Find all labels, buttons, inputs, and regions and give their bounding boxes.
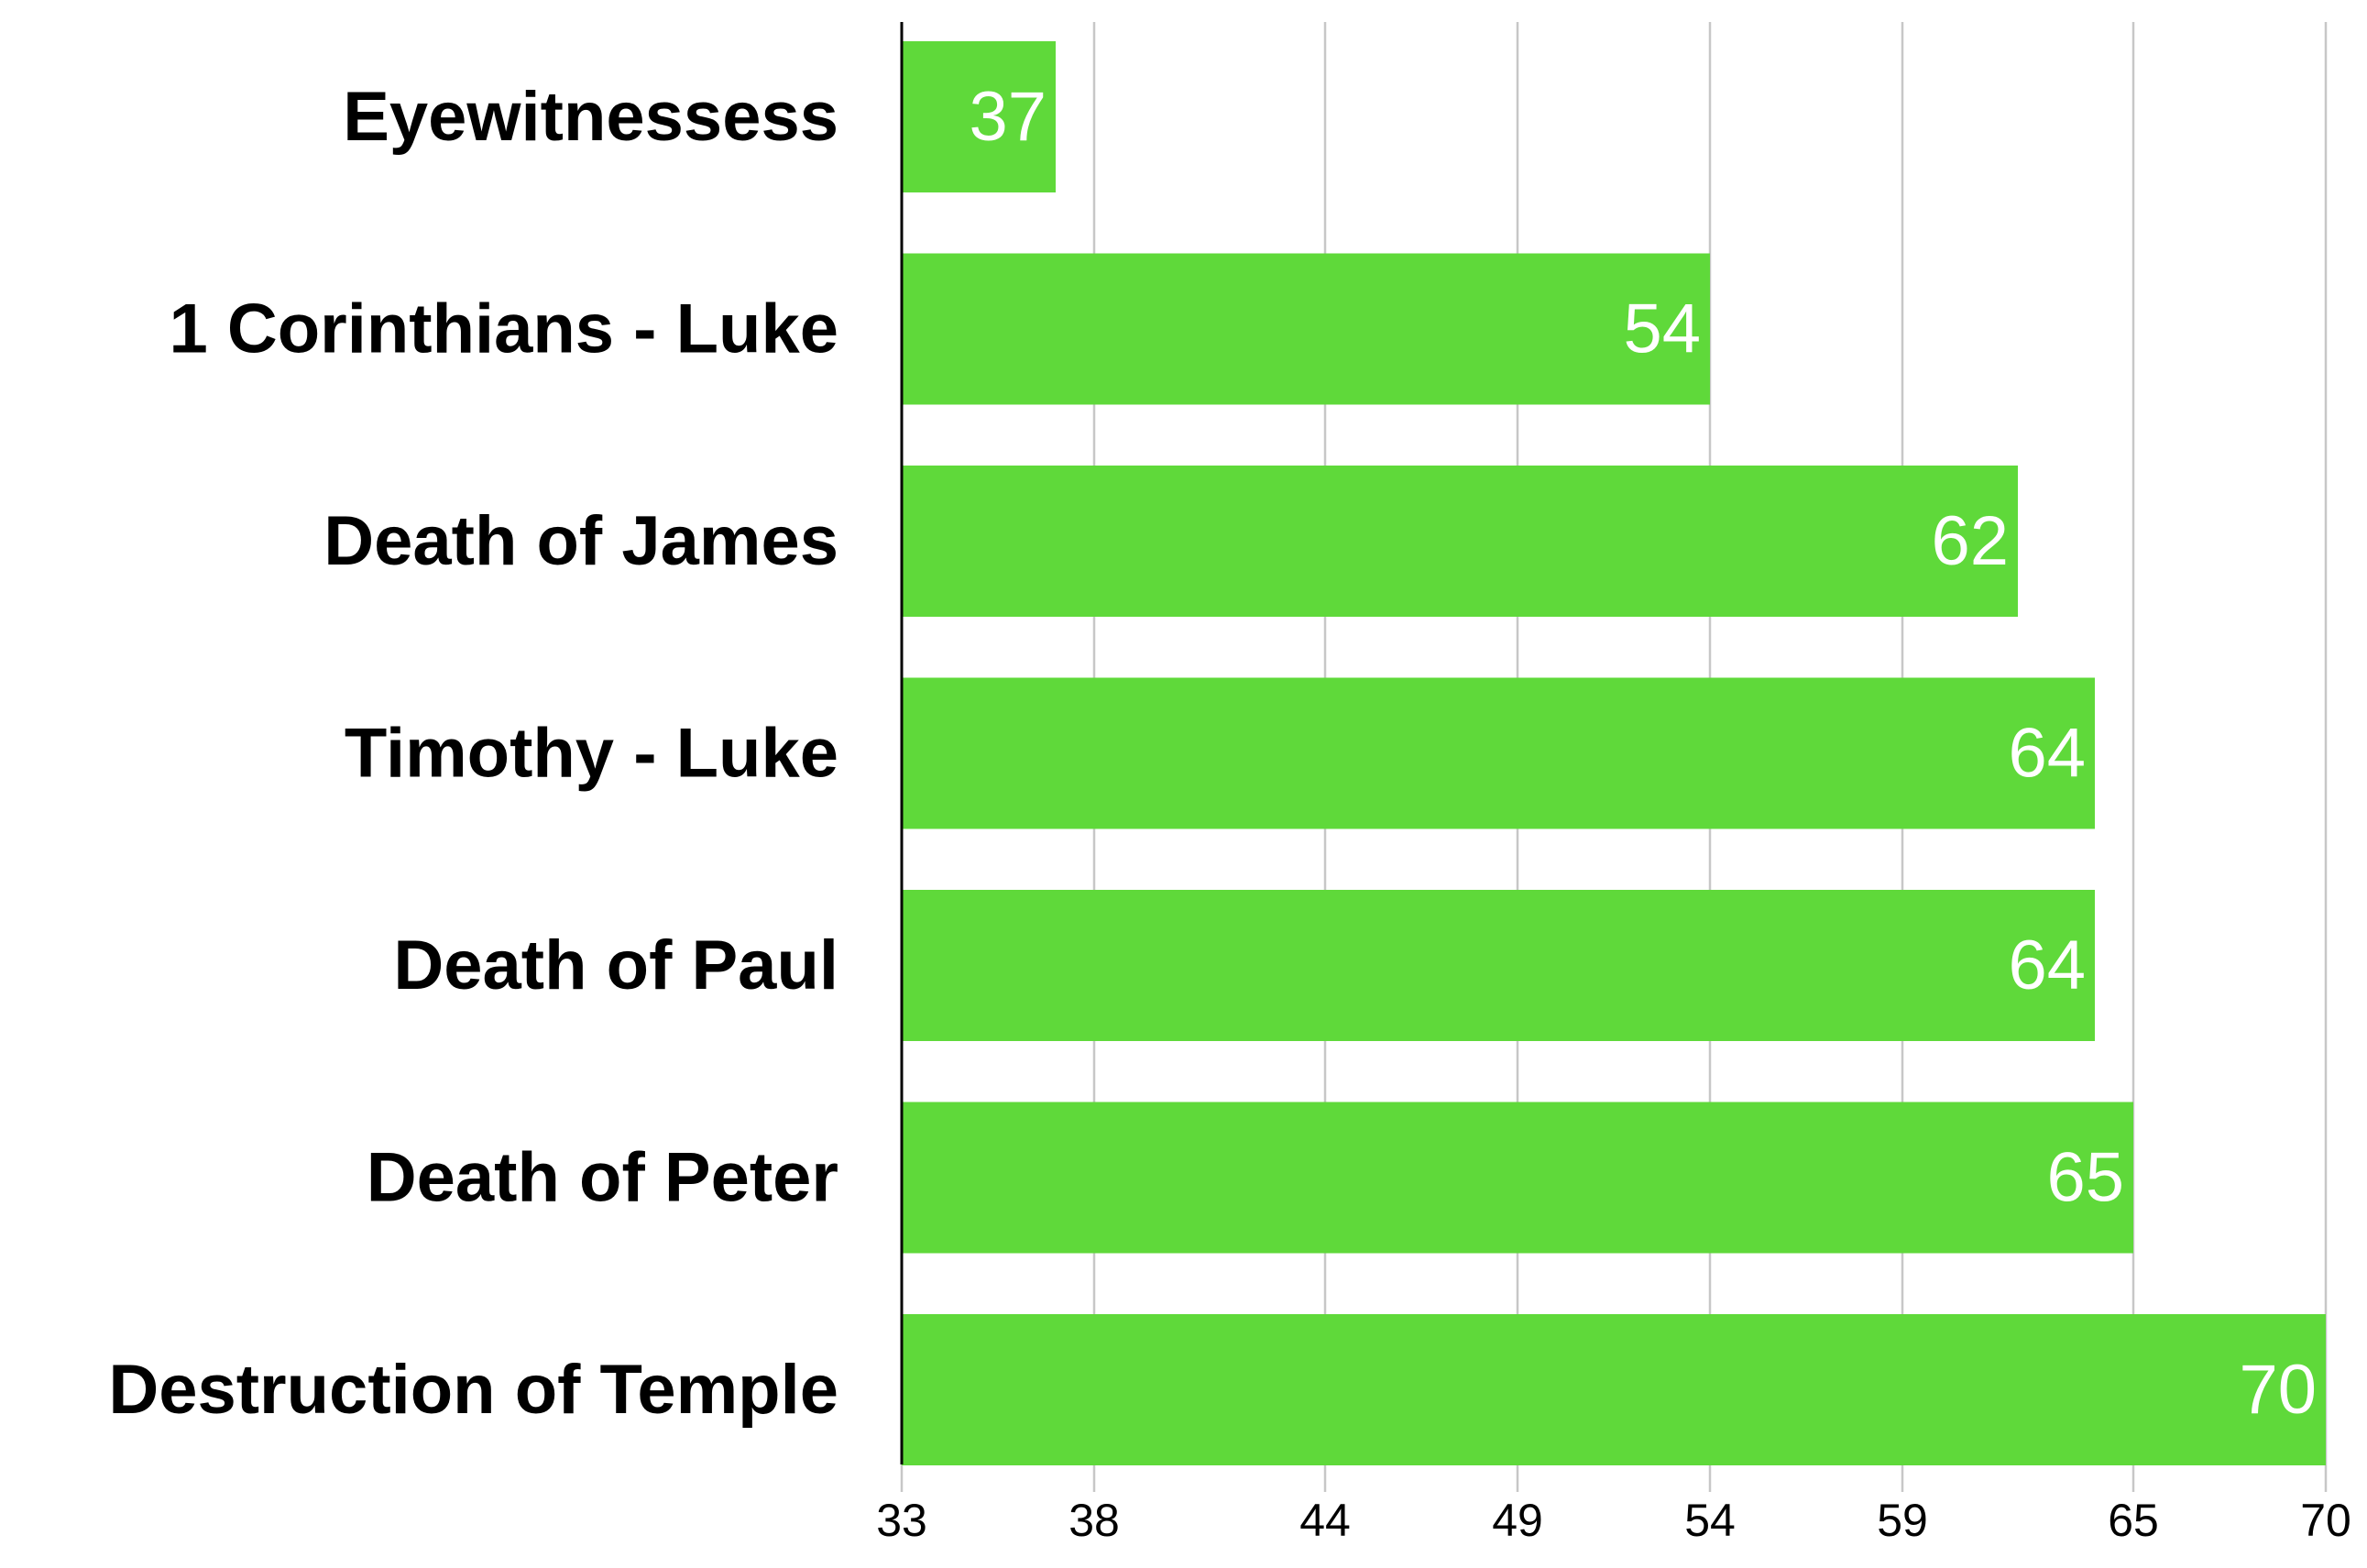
category-label: Death of Paul	[393, 927, 838, 1004]
value-label: 70	[2239, 1351, 2317, 1429]
category-label: Death of Peter	[367, 1139, 838, 1217]
value-label: 64	[2008, 715, 2086, 793]
category-label: Timothy - Luke	[345, 715, 838, 793]
value-label: 64	[2008, 927, 2086, 1004]
x-tick-label: 59	[1877, 1495, 1928, 1546]
x-tick-label: 33	[876, 1495, 927, 1546]
value-label: 65	[2046, 1139, 2124, 1217]
x-tick-label: 49	[1492, 1495, 1543, 1546]
category-label: Destruction of Temple	[108, 1351, 838, 1429]
label-layer: Eyewitnessess 37 1 Corinthians - Luke 54 Dea…	[108, 78, 2317, 1429]
x-tick-label: 38	[1068, 1495, 1120, 1546]
category-label: Eyewitnessess	[343, 78, 838, 156]
value-label: 37	[969, 78, 1047, 156]
bar-layer	[902, 41, 2326, 1465]
value-label: 62	[1931, 502, 2009, 580]
x-tick-label: 54	[1684, 1495, 1736, 1546]
category-label: 1 Corinthians - Luke	[169, 291, 838, 368]
bar	[902, 41, 1056, 192]
bar	[902, 677, 2095, 829]
value-label: 54	[1623, 291, 1701, 368]
bar	[902, 253, 1710, 405]
bar	[902, 890, 2095, 1041]
category-label: Death of James	[323, 502, 838, 580]
bar	[902, 1314, 2326, 1465]
x-tick-label: 65	[2108, 1495, 2159, 1546]
bar	[902, 1102, 2133, 1254]
axis-layer: 33 38 44 49 54 59 65 70	[876, 22, 2351, 1546]
x-tick-label: 70	[2300, 1495, 2351, 1546]
bar	[902, 466, 2018, 617]
x-tick-label: 44	[1299, 1495, 1351, 1546]
